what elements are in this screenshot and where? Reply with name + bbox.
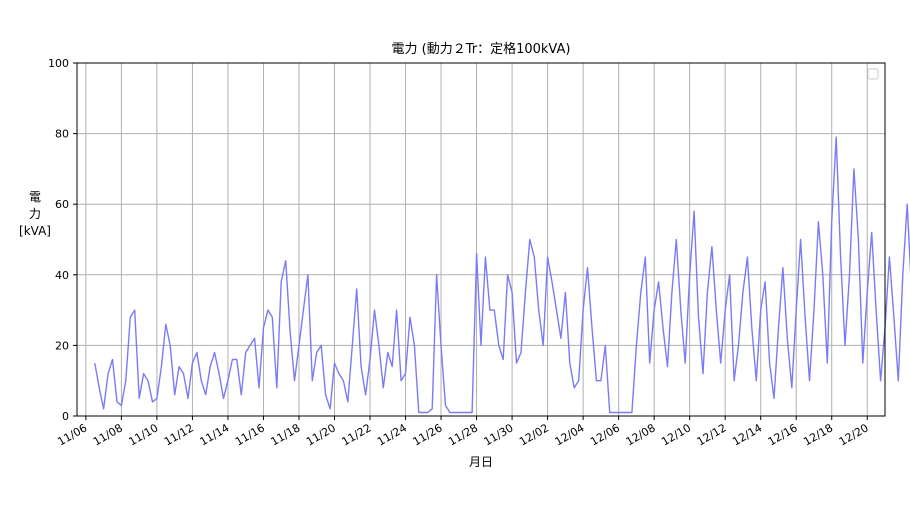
x-axis-label: 月日 (469, 455, 493, 469)
y-axis-label-line: 力 (29, 207, 41, 221)
plot-frame (76, 62, 886, 417)
x-tick-label: 11/22 (340, 421, 374, 448)
y-tick-label: 0 (62, 410, 69, 423)
y-axis: 0 20 40 60 80 100 (48, 57, 77, 423)
y-tick-label: 60 (55, 198, 69, 211)
x-tick-label: 12/02 (517, 421, 551, 448)
x-tick-label: 11/06 (55, 421, 89, 448)
x-tick-label: 11/26 (411, 421, 445, 448)
chart-title: 電力 (動力２Tr：定格100kVA) (392, 41, 571, 57)
x-tick-label: 11/14 (197, 421, 231, 448)
legend-box (867, 68, 879, 80)
x-tick-label: 11/16 (233, 421, 267, 448)
y-tick-label: 100 (48, 57, 69, 70)
x-tick-label: 12/16 (766, 421, 800, 448)
x-tick-label: 11/08 (91, 421, 125, 448)
x-tick-label: 11/10 (126, 421, 160, 448)
x-tick-label: 11/24 (375, 421, 409, 448)
x-tick-label: 12/06 (588, 421, 622, 448)
y-tick-label: 40 (55, 269, 69, 282)
x-tick-label: 11/20 (304, 421, 338, 448)
x-tick-label: 12/20 (837, 421, 871, 448)
x-tick-label: 12/18 (801, 421, 835, 448)
y-tick-label: 80 (55, 128, 69, 141)
x-tick-label: 12/14 (730, 421, 764, 448)
y-axis-label-line: [kVA] (19, 224, 51, 238)
series-layer (94, 136, 910, 414)
series-line (94, 136, 910, 414)
x-axis: 11/06 11/08 11/10 11/12 11/14 11/16 11/18 11/20… (55, 416, 871, 448)
x-tick-label: 12/08 (624, 421, 658, 448)
y-tick-label: 20 (55, 339, 69, 352)
x-tick-label: 12/12 (695, 421, 729, 448)
x-tick-label: 12/04 (553, 421, 587, 448)
x-tick-label: 11/30 (482, 421, 516, 448)
x-tick-label: 11/28 (446, 421, 480, 448)
y-axis-label: 電 力 [kVA] (19, 190, 51, 238)
x-tick-label: 11/18 (269, 421, 303, 448)
x-tick-label: 12/10 (659, 421, 693, 448)
y-axis-label-line: 電 (29, 190, 41, 204)
x-tick-label: 11/12 (162, 421, 196, 448)
